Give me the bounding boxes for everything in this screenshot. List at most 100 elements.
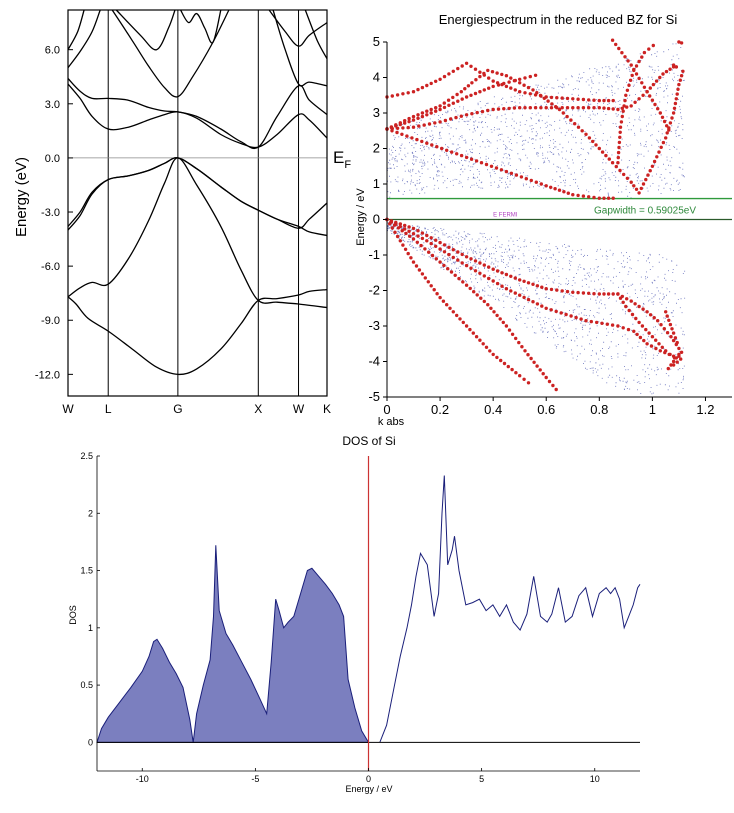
bz-red-point: [416, 87, 420, 92]
bz-red-point: [419, 243, 423, 248]
bz-red-point: [495, 71, 499, 75]
bz-red-point: [481, 342, 485, 346]
bz-red-point: [425, 109, 429, 113]
bz-red-point: [656, 319, 660, 323]
bz-red-point: [522, 295, 526, 300]
bz-red-point: [524, 177, 528, 181]
bz-red-point: [647, 47, 651, 51]
bz-red-point: [447, 72, 451, 76]
band-y-tick-label: -9.0: [41, 315, 60, 327]
bz-red-point: [390, 129, 394, 133]
bz-red-point: [482, 274, 486, 278]
bz-red-point: [502, 107, 506, 111]
bz-y-tick-label: -5: [368, 389, 380, 404]
bz-red-point: [533, 106, 538, 110]
bz-x-ticks: 0 0.2 0.4 0.6 0.8 1 1.2: [383, 397, 715, 417]
bz-red-point: [627, 83, 631, 88]
bz-red-point: [614, 164, 618, 169]
bz-red-point: [507, 106, 511, 111]
bz-red-point: [430, 253, 435, 258]
bz-red-point: [403, 119, 407, 123]
bz-red-point: [429, 284, 433, 288]
kpoint-label: G: [173, 402, 182, 416]
bz-red-point: [484, 162, 489, 167]
bz-red-point: [496, 83, 501, 87]
bz-red-point: [569, 314, 573, 318]
bz-red-point: [677, 346, 681, 351]
bz-red-point: [587, 291, 591, 295]
bz-red-point: [438, 77, 442, 82]
bz-red-point: [654, 346, 658, 351]
bz-red-point: [533, 73, 538, 78]
bz-red-point: [576, 290, 580, 295]
bz-red-point: [665, 314, 669, 318]
bz-red-point: [513, 276, 517, 280]
bz-red-point: [561, 111, 565, 115]
bz-red-point: [576, 193, 580, 198]
bz-red-point: [416, 113, 420, 117]
bz-red-point: [526, 297, 531, 302]
bz-red-curve: [385, 127, 615, 200]
bz-x-tick-label: 0.6: [537, 402, 555, 417]
bz-red-point: [491, 79, 495, 83]
bz-red-point: [460, 97, 464, 101]
bz-red-point: [670, 327, 674, 331]
bz-red-point: [487, 86, 491, 90]
gap-width-annotation: Gapwidth = 0.59025eV: [594, 206, 696, 217]
bz-red-point: [606, 106, 611, 111]
bz-red-point: [641, 182, 646, 186]
bz-red-point: [456, 99, 460, 103]
bz-red-point: [522, 377, 526, 381]
bz-red-curve: [385, 217, 558, 392]
bz-red-curve: [385, 61, 615, 103]
bz-red-point: [482, 299, 486, 304]
bz-red-point: [565, 289, 570, 294]
bz-red-point: [490, 70, 495, 74]
bz-red-point: [654, 79, 659, 83]
bz-red-point: [504, 84, 509, 89]
dos-chart-title: DOS of Si: [342, 434, 395, 448]
bz-red-point: [487, 76, 491, 80]
bz-red-point: [604, 153, 608, 158]
bz-red-point: [469, 157, 474, 161]
bz-red-point: [668, 322, 673, 327]
bz-red-point: [625, 88, 630, 93]
bz-red-point: [517, 340, 521, 345]
bz-red-curve: [616, 65, 678, 112]
bz-red-point: [394, 124, 398, 128]
bz-red-point: [461, 320, 465, 325]
bz-red-point: [681, 69, 685, 74]
bz-red-point: [502, 81, 506, 86]
bz-red-point: [471, 331, 475, 335]
bz-red-point: [534, 180, 538, 184]
bz-red-point: [442, 250, 447, 254]
bz-red-point: [610, 38, 615, 42]
bz-red-curve: [616, 43, 655, 165]
bz-red-point: [403, 121, 407, 125]
bz-red-point: [456, 250, 460, 254]
dos-x-ticks: -10 -5 0 5 10: [97, 768, 640, 784]
bz-red-point: [584, 319, 588, 323]
bz-red-point: [606, 98, 611, 103]
bz-red-point: [420, 139, 424, 144]
bz-red-point: [634, 316, 638, 321]
bz-red-point: [557, 188, 562, 192]
bz-red-point: [447, 252, 451, 257]
bz-red-point: [459, 153, 464, 158]
bz-red-point: [630, 312, 635, 317]
bz-red-point: [486, 108, 490, 113]
bz-red-point: [640, 324, 645, 328]
bz-red-curve: [671, 63, 678, 69]
bz-red-point: [587, 136, 592, 140]
band-curve: [67, 9, 101, 69]
bz-red-point: [600, 150, 605, 154]
band-structure-chart: 6.0 3.0 0.0 -3.0 -6.0 -9.0 -12.0 W L G X W K Energy…: [13, 9, 351, 416]
bz-y-tick-label: -2: [368, 283, 380, 298]
bz-red-point: [400, 229, 404, 233]
bz-red-point: [489, 306, 493, 310]
bz-red-point: [434, 238, 438, 242]
bz-red-point: [592, 98, 596, 102]
bz-red-point: [420, 85, 425, 90]
bz-red-point: [526, 381, 531, 385]
bz-red-point: [671, 331, 676, 335]
